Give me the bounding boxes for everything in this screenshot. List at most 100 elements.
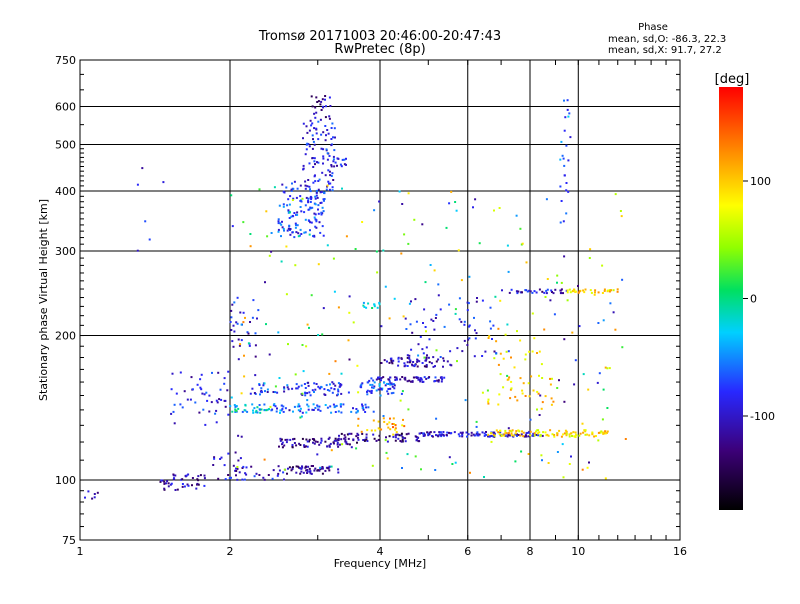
data-point xyxy=(306,440,309,443)
data-point xyxy=(511,429,514,432)
data-point xyxy=(461,434,464,437)
data-point xyxy=(484,350,487,353)
data-point xyxy=(324,139,327,142)
data-point xyxy=(552,400,555,403)
data-point xyxy=(308,391,311,394)
data-point xyxy=(279,439,282,442)
data-point xyxy=(448,202,451,205)
data-point xyxy=(270,232,273,234)
data-point xyxy=(329,383,331,386)
data-point xyxy=(301,466,304,469)
data-point xyxy=(404,364,407,367)
data-point xyxy=(295,444,298,447)
data-point xyxy=(303,211,306,214)
data-point xyxy=(563,164,566,167)
data-point xyxy=(582,373,585,376)
data-point xyxy=(163,487,166,490)
data-point xyxy=(386,382,388,385)
data-point xyxy=(499,373,502,376)
data-point xyxy=(227,452,230,455)
data-point xyxy=(321,333,324,336)
data-point xyxy=(317,188,320,191)
data-point xyxy=(289,228,292,230)
data-point xyxy=(304,394,307,397)
data-point xyxy=(330,138,333,140)
data-point xyxy=(300,415,303,418)
data-point xyxy=(324,105,327,108)
data-point xyxy=(299,472,302,475)
data-point xyxy=(315,220,318,223)
data-point xyxy=(259,411,262,414)
data-point xyxy=(299,228,302,231)
data-point xyxy=(305,148,308,151)
data-point xyxy=(407,242,410,245)
data-point xyxy=(532,434,535,437)
data-point xyxy=(320,190,323,193)
data-point xyxy=(380,377,383,380)
data-point xyxy=(313,143,316,146)
data-point xyxy=(386,440,389,443)
data-point xyxy=(559,221,562,224)
data-point xyxy=(483,432,486,435)
data-point xyxy=(387,426,390,429)
data-point xyxy=(325,148,328,151)
data-point xyxy=(522,431,525,434)
data-point xyxy=(162,181,165,184)
data-point xyxy=(408,357,411,359)
data-point xyxy=(460,320,463,323)
data-point xyxy=(397,364,400,367)
data-point xyxy=(282,227,285,230)
data-point xyxy=(179,403,182,406)
data-point xyxy=(408,302,411,305)
phase-o-stats: mean, sd,O: -86.3, 22.3 xyxy=(608,34,726,45)
data-point xyxy=(330,164,333,166)
data-point xyxy=(320,386,323,389)
data-point xyxy=(321,472,324,475)
data-point xyxy=(356,441,358,444)
data-point xyxy=(524,358,527,361)
data-point xyxy=(380,325,383,328)
data-point xyxy=(293,180,296,183)
data-point xyxy=(541,434,544,437)
data-point xyxy=(247,332,250,335)
data-point xyxy=(448,431,450,434)
data-point xyxy=(281,446,284,449)
data-point xyxy=(315,226,318,229)
data-point xyxy=(594,289,597,292)
data-point xyxy=(488,435,491,438)
data-point xyxy=(187,473,190,476)
data-point xyxy=(485,433,487,436)
y-tick-label: 300 xyxy=(55,245,76,258)
data-point xyxy=(545,289,548,292)
data-point xyxy=(314,180,317,183)
data-point xyxy=(414,455,417,458)
data-point xyxy=(475,300,478,303)
data-point xyxy=(538,374,540,377)
data-point xyxy=(604,430,607,433)
data-point xyxy=(313,127,316,130)
data-point xyxy=(573,288,576,291)
data-point xyxy=(285,293,288,296)
data-point xyxy=(281,441,284,444)
data-point xyxy=(314,388,317,391)
data-point xyxy=(283,468,286,471)
data-point xyxy=(185,474,188,477)
data-point xyxy=(602,388,605,391)
data-point xyxy=(280,235,282,238)
data-point xyxy=(500,434,503,437)
data-point xyxy=(429,264,432,266)
data-point xyxy=(504,429,507,432)
data-point xyxy=(440,376,443,379)
data-point xyxy=(536,432,539,435)
data-point xyxy=(214,412,217,415)
data-point xyxy=(136,183,139,186)
data-point xyxy=(249,245,252,248)
data-point xyxy=(340,403,342,406)
y-tick-label: 75 xyxy=(62,534,76,547)
data-point xyxy=(535,291,538,294)
data-point xyxy=(336,441,339,444)
data-point xyxy=(294,226,297,229)
data-point xyxy=(401,203,404,205)
data-point xyxy=(280,223,283,226)
